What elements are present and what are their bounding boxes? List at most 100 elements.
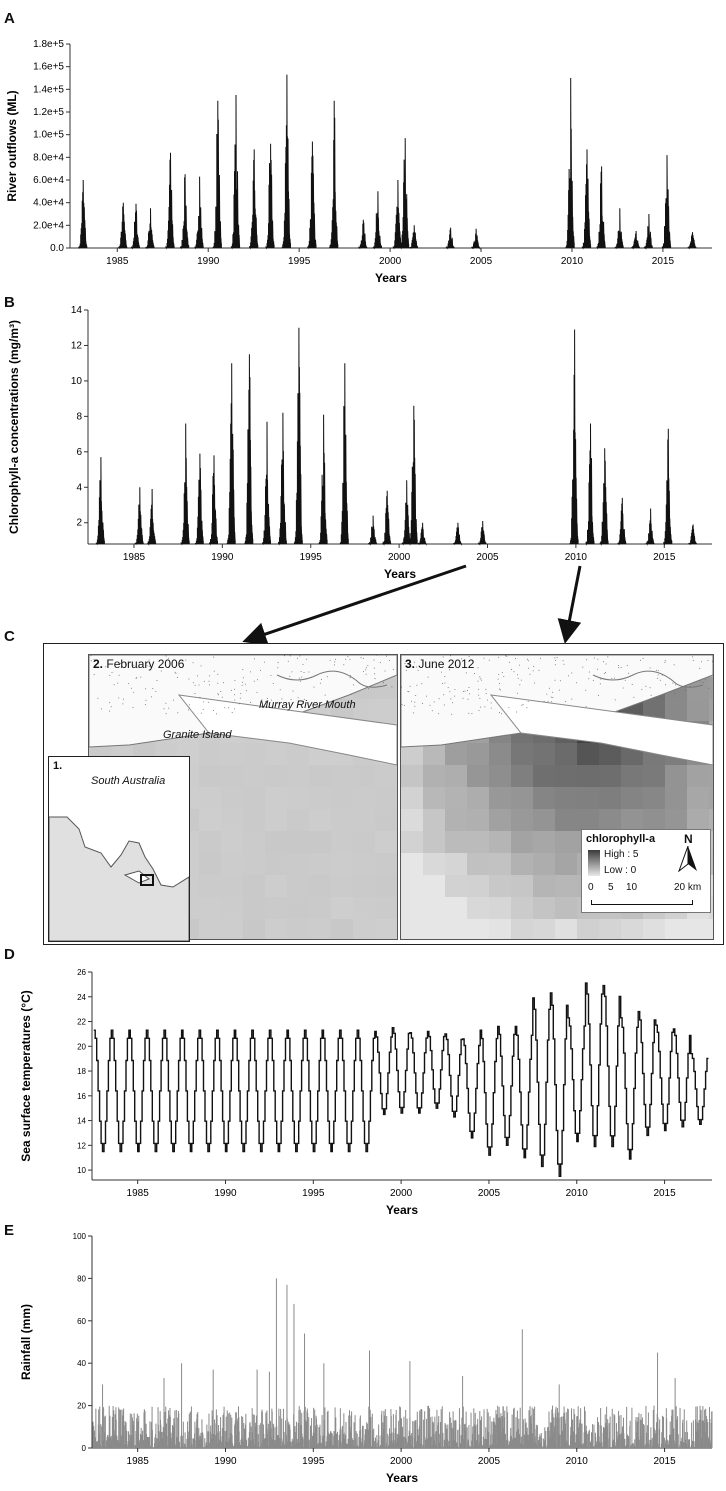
land-stipple	[188, 704, 190, 706]
outflow-event	[688, 524, 697, 546]
chlorophyll-cell	[287, 787, 309, 809]
x-tick-label: 1995	[302, 1188, 325, 1199]
land-stipple	[480, 706, 482, 708]
chlorophyll-cell	[643, 699, 665, 721]
chlorophyll-cell	[621, 809, 643, 831]
land-stipple	[607, 656, 609, 658]
chlorophyll-cell	[511, 743, 533, 765]
land-stipple	[563, 663, 565, 665]
land-stipple	[449, 691, 451, 693]
outflow-event	[209, 455, 218, 546]
chlorophyll-cell	[533, 875, 555, 897]
land-stipple	[234, 694, 236, 696]
y-tick-label: 20	[77, 1402, 86, 1411]
land-stipple	[571, 698, 573, 700]
chlorophyll-cell	[287, 919, 309, 939]
land-stipple	[360, 657, 362, 659]
land-stipple	[174, 671, 176, 673]
land-stipple	[270, 674, 272, 676]
legend-title: chlorophyll-a	[586, 833, 656, 845]
land-stipple	[384, 670, 386, 672]
land-stipple	[562, 660, 564, 662]
chlorophyll-cell	[353, 765, 375, 787]
outflow-event	[165, 152, 175, 250]
outflow-event	[614, 208, 624, 250]
land-stipple	[365, 673, 367, 675]
x-tick-label: 2015	[653, 1456, 676, 1467]
y-tick-label: 60	[77, 1317, 86, 1326]
land-stipple	[319, 682, 321, 684]
land-stipple	[188, 678, 190, 680]
land-stipple	[689, 685, 691, 687]
land-stipple	[506, 655, 508, 657]
land-stipple	[383, 682, 384, 684]
land-stipple	[484, 706, 486, 708]
x-tick-label: 1990	[214, 1456, 237, 1467]
chlorophyll-cell	[375, 875, 397, 897]
land-stipple	[559, 680, 561, 682]
scale-line	[591, 900, 693, 905]
land-stipple	[467, 698, 469, 700]
chlorophyll-cell	[709, 875, 713, 897]
chlorophyll-cell	[375, 765, 397, 787]
land-stipple	[197, 675, 198, 677]
land-stipple	[519, 684, 521, 686]
land-stipple	[140, 676, 142, 678]
land-stipple	[148, 665, 150, 667]
chlorophyll-cell	[287, 743, 309, 765]
land-stipple	[614, 677, 616, 679]
land-stipple	[597, 658, 599, 660]
x-tick-label: 2015	[652, 256, 675, 267]
outflow-event	[645, 508, 655, 546]
chlorophyll-cell	[467, 919, 489, 939]
land-stipple	[111, 672, 113, 673]
outflow-event	[477, 520, 487, 546]
land-stipple	[547, 700, 549, 702]
y-tick-label: 80	[77, 1274, 86, 1283]
x-tick-label: 2010	[566, 1456, 589, 1467]
land-stipple	[265, 701, 267, 703]
land-stipple	[109, 675, 111, 676]
land-stipple	[128, 666, 130, 668]
land-stipple	[508, 707, 510, 709]
land-stipple	[471, 713, 473, 715]
outflow-event	[339, 363, 349, 545]
land-stipple	[597, 668, 599, 670]
chlorophyll-cell	[489, 853, 511, 875]
land-stipple	[185, 659, 187, 661]
outflow-event	[585, 423, 595, 546]
land-stipple	[550, 696, 552, 698]
land-stipple	[118, 697, 120, 699]
land-stipple	[303, 672, 305, 673]
shore-strip	[489, 694, 713, 766]
arrow-2010	[557, 565, 582, 644]
chlorophyll-cell	[467, 787, 489, 809]
land-stipple	[455, 666, 457, 668]
chlorophyll-cell	[423, 809, 445, 831]
land-stipple	[259, 669, 261, 671]
land-stipple	[240, 693, 242, 695]
chlorophyll-cell	[445, 743, 467, 765]
y-axis-label: Sea surface temperatures (°C)	[19, 990, 33, 1162]
land-stipple	[649, 687, 651, 689]
land-stipple	[498, 688, 500, 690]
chlorophyll-cell	[687, 919, 709, 939]
land-stipple	[554, 679, 556, 681]
chlorophyll-cell	[243, 853, 265, 875]
chlorophyll-cell	[309, 809, 331, 831]
land-stipple	[441, 682, 443, 684]
panel-label-c: C	[4, 628, 15, 645]
y-tick-label: 20	[77, 1042, 86, 1051]
y-tick-label: 16	[77, 1092, 86, 1101]
land-stipple	[367, 665, 369, 667]
land-stipple	[279, 689, 281, 691]
land-stipple	[168, 707, 170, 709]
land-stipple	[692, 659, 694, 661]
land-stipple	[156, 680, 158, 681]
x-tick-label: 2015	[653, 552, 676, 563]
land-stipple	[257, 679, 258, 681]
land-stipple	[291, 671, 293, 673]
land-stipple	[130, 687, 132, 689]
land-stipple	[659, 679, 661, 681]
arrow-connectors	[242, 564, 582, 646]
